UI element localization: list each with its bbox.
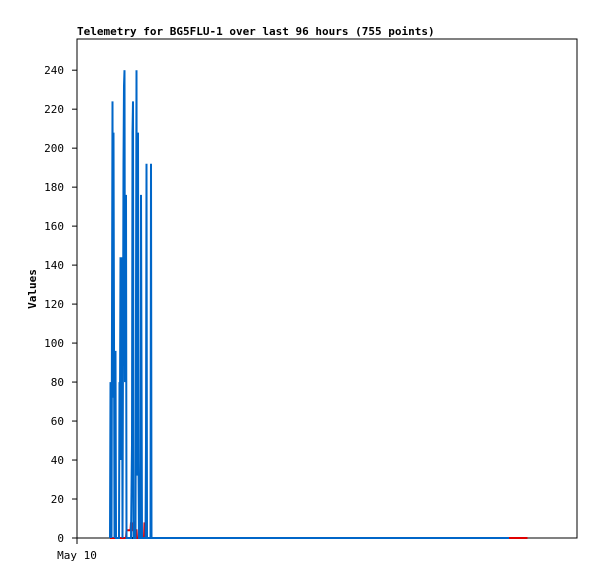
y-tick-label: 140 <box>44 259 64 272</box>
y-tick-label: 20 <box>51 493 64 506</box>
series-layer <box>109 70 528 539</box>
y-tick-label: 100 <box>44 337 64 350</box>
y-tick-label: 220 <box>44 103 64 116</box>
y-tick-label: 60 <box>51 415 64 428</box>
chart-title: Telemetry for BG5FLU-1 over last 96 hour… <box>77 25 435 38</box>
y-tick-label: 0 <box>57 532 64 545</box>
y-tick-label: 180 <box>44 181 64 194</box>
y-tick-label: 120 <box>44 298 64 311</box>
y-tick-label: 80 <box>51 376 64 389</box>
x-axis: May 10 <box>57 538 97 562</box>
y-tick-label: 240 <box>44 64 64 77</box>
series-line-2 <box>109 521 528 539</box>
y-axis: 0 20 40 60 80 100 120 140 160 180 200 220 240 <box>44 64 77 545</box>
x-tick-label: May 10 <box>57 549 97 562</box>
y-axis-title: Values <box>26 269 39 309</box>
y-tick-label: 40 <box>51 454 64 467</box>
series-line-1 <box>109 70 509 539</box>
y-tick-label: 160 <box>44 220 64 233</box>
y-tick-label: 200 <box>44 142 64 155</box>
